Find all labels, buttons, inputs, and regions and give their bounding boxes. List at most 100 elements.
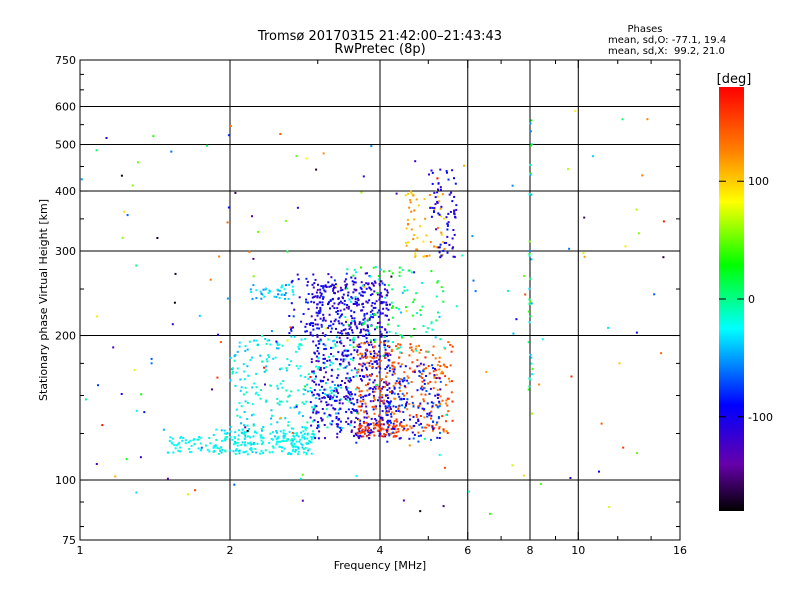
data-point bbox=[414, 160, 417, 163]
data-point bbox=[431, 406, 433, 409]
data-point bbox=[305, 426, 308, 429]
data-point bbox=[242, 363, 245, 366]
data-point bbox=[336, 436, 339, 439]
data-point bbox=[318, 366, 321, 368]
data-point bbox=[131, 184, 134, 187]
data-point bbox=[320, 380, 323, 383]
data-point bbox=[330, 320, 332, 323]
data-point bbox=[411, 314, 414, 317]
data-point bbox=[436, 421, 438, 424]
data-point bbox=[362, 395, 365, 398]
data-point bbox=[347, 417, 350, 420]
data-point bbox=[362, 375, 364, 378]
data-point bbox=[364, 402, 367, 405]
data-point bbox=[308, 322, 311, 325]
data-point bbox=[374, 306, 377, 309]
data-point bbox=[392, 365, 395, 368]
data-point bbox=[412, 415, 415, 418]
data-point bbox=[232, 443, 235, 446]
data-point bbox=[635, 452, 638, 455]
data-point bbox=[105, 137, 108, 139]
data-point bbox=[381, 326, 383, 329]
data-point bbox=[333, 387, 336, 390]
data-point bbox=[296, 206, 299, 209]
data-point bbox=[343, 395, 346, 398]
data-point bbox=[323, 348, 326, 351]
data-point bbox=[355, 416, 358, 419]
data-point bbox=[368, 378, 371, 381]
data-point bbox=[339, 358, 342, 361]
data-point bbox=[413, 218, 416, 221]
data-point bbox=[337, 392, 340, 395]
data-point bbox=[312, 393, 315, 396]
data-point bbox=[246, 424, 249, 427]
data-point bbox=[309, 331, 312, 334]
data-point bbox=[268, 441, 271, 444]
data-point bbox=[452, 255, 455, 258]
data-point bbox=[363, 317, 366, 320]
data-point bbox=[413, 369, 416, 372]
data-point bbox=[373, 424, 376, 427]
data-point bbox=[234, 437, 236, 439]
data-point bbox=[143, 411, 146, 414]
data-point bbox=[369, 374, 372, 377]
chart-title: Tromsø 20170315 21:42:00–21:43:43 bbox=[257, 29, 502, 44]
data-point bbox=[329, 389, 332, 392]
data-point bbox=[441, 193, 444, 196]
data-point bbox=[442, 430, 445, 433]
data-point bbox=[363, 416, 366, 419]
data-point bbox=[413, 433, 416, 436]
data-point bbox=[315, 412, 318, 415]
data-point bbox=[197, 447, 200, 450]
data-point bbox=[244, 435, 247, 438]
data-point bbox=[318, 342, 321, 345]
data-point bbox=[343, 349, 346, 352]
data-point bbox=[393, 420, 396, 423]
data-point bbox=[283, 435, 286, 438]
data-point bbox=[286, 358, 289, 361]
data-point bbox=[439, 188, 442, 191]
data-point bbox=[283, 447, 286, 450]
data-point bbox=[438, 437, 441, 439]
data-point bbox=[291, 431, 294, 434]
data-point bbox=[403, 385, 406, 388]
data-point bbox=[376, 293, 379, 296]
data-point bbox=[378, 434, 381, 437]
data-point bbox=[422, 387, 425, 390]
data-point bbox=[439, 431, 441, 434]
data-point bbox=[347, 307, 350, 310]
data-point bbox=[309, 416, 312, 419]
data-point bbox=[369, 400, 372, 403]
data-point bbox=[238, 341, 241, 344]
data-point bbox=[442, 428, 445, 431]
data-point bbox=[261, 293, 264, 296]
data-point bbox=[214, 445, 217, 448]
data-point bbox=[281, 386, 284, 389]
data-point bbox=[522, 274, 525, 277]
data-point bbox=[333, 302, 336, 305]
data-point bbox=[352, 291, 355, 294]
data-point bbox=[243, 424, 246, 427]
data-point bbox=[430, 321, 433, 324]
data-point bbox=[421, 407, 424, 410]
data-point bbox=[428, 424, 431, 427]
data-point bbox=[250, 449, 253, 452]
data-point bbox=[372, 396, 375, 399]
data-point bbox=[369, 423, 372, 426]
data-point bbox=[237, 438, 240, 441]
data-point bbox=[277, 347, 280, 350]
data-point bbox=[398, 382, 401, 385]
data-point bbox=[169, 436, 172, 439]
data-point bbox=[281, 450, 283, 453]
data-point bbox=[331, 396, 334, 399]
data-point bbox=[375, 352, 378, 355]
data-point bbox=[305, 452, 308, 455]
data-point bbox=[278, 297, 281, 299]
data-point bbox=[330, 404, 333, 407]
data-point bbox=[435, 404, 438, 406]
data-point bbox=[368, 437, 371, 440]
data-point bbox=[352, 336, 355, 339]
data-point bbox=[438, 315, 441, 318]
data-point bbox=[405, 429, 408, 432]
data-point bbox=[320, 285, 323, 288]
